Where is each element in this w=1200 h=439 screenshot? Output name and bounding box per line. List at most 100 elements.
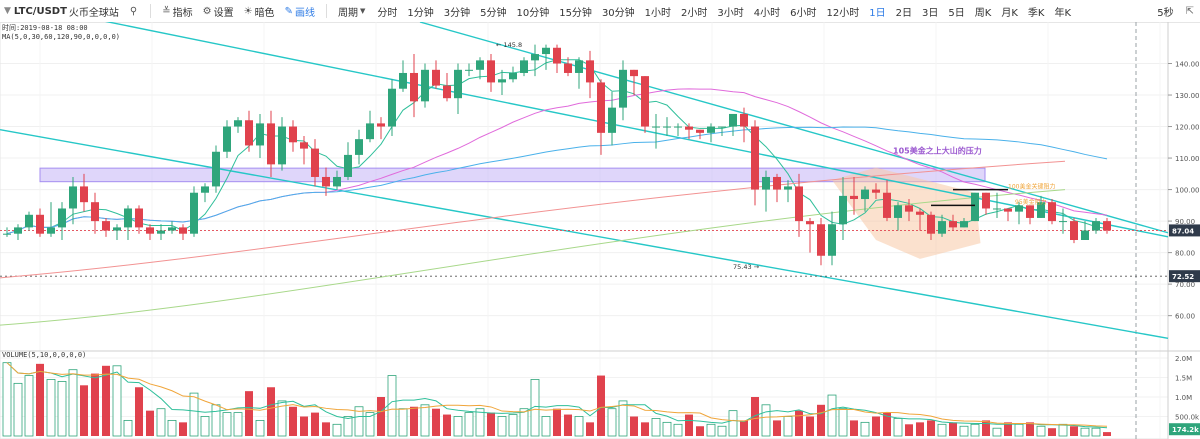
candle-body — [344, 154, 352, 177]
candle-body — [619, 69, 627, 108]
candle-body — [421, 69, 429, 102]
candle-body — [938, 221, 946, 234]
interval-5[interactable]: 15分钟 — [559, 7, 592, 19]
interval-18[interactable]: 月K — [1001, 7, 1018, 19]
volume-bar — [365, 412, 375, 437]
volume-bar — [982, 420, 990, 436]
interval-13[interactable]: 1日 — [869, 7, 886, 19]
interval-6[interactable]: 30分钟 — [601, 7, 635, 19]
volume-tick-label: 2.0M — [1175, 355, 1192, 363]
annotation-level95: 95美金阻力 — [1015, 198, 1047, 206]
volume-bar — [1036, 425, 1046, 437]
volume-bar — [156, 408, 166, 437]
volume-bar — [24, 375, 34, 437]
candle-body — [124, 208, 132, 228]
max-price-label: ← 145.8 — [496, 41, 522, 49]
volume-bar — [311, 412, 319, 436]
candle-body — [69, 186, 77, 209]
candle-body — [784, 186, 792, 190]
volume-bar — [102, 365, 110, 436]
symbol-selector[interactable]: ▼ LTC/USDT 火币全球站 — [0, 4, 125, 19]
candle-body — [773, 176, 781, 190]
volume-bar — [905, 424, 913, 436]
toolbar-divider — [150, 4, 152, 18]
volume-bar — [179, 422, 187, 436]
candle-body — [707, 126, 715, 133]
interval-2[interactable]: 3分钟 — [443, 7, 471, 19]
candle-body — [894, 205, 902, 218]
volume-bar — [773, 420, 781, 436]
dashed-level-tag: 72.52 — [1172, 273, 1194, 281]
interval-list: 分时 1分钟 3分钟 5分钟 10分钟 15分钟 30分钟 1小时 2小时 3小时 4小时 6小时 12… — [372, 4, 1076, 19]
volume-bar — [387, 375, 397, 437]
volume-bar — [937, 423, 947, 437]
candle-body — [916, 211, 924, 215]
interval-16[interactable]: 5日 — [948, 7, 965, 19]
y-tick-label: 60.00 — [1175, 313, 1195, 321]
volume-bar — [761, 404, 771, 437]
candle-body — [377, 123, 385, 127]
interval-8[interactable]: 2小时 — [681, 7, 708, 19]
interval-1[interactable]: 1分钟 — [407, 7, 434, 19]
volume-bar — [146, 410, 154, 436]
info-time: 时间:2019-08-18 08:00 — [2, 23, 88, 32]
refresh-countdown[interactable]: 5秒 — [1157, 7, 1174, 19]
candle-body — [1059, 221, 1067, 223]
fullscreen-icon[interactable]: ⇱ — [1185, 5, 1194, 17]
period-dropdown[interactable]: 周期 ▼ — [333, 4, 372, 19]
interval-4[interactable]: 10分钟 — [516, 7, 550, 19]
candle-body — [696, 129, 704, 133]
interval-3[interactable]: 5分钟 — [480, 7, 507, 19]
candlestick-chart[interactable]: 105美金之上大山的压力 100美金关键阻力 95美金阻力 ← 145.8 75.43 … — [0, 22, 1200, 439]
draw-button[interactable]: ✎ 画线 — [280, 4, 320, 19]
volume-bar — [2, 362, 12, 437]
candle-body — [36, 214, 44, 234]
interval-10[interactable]: 4小时 — [753, 7, 781, 19]
candle-body — [465, 69, 473, 71]
interval-9[interactable]: 3小时 — [717, 7, 744, 19]
volume-bar — [453, 416, 463, 437]
theme-button[interactable]: ☀ 暗色 — [239, 4, 280, 19]
candle-body — [905, 205, 913, 212]
candle-body — [91, 202, 99, 222]
volume-bar — [783, 416, 793, 437]
search-button[interactable]: ⚲ — [125, 6, 144, 17]
sun-icon: ☀ — [243, 5, 253, 17]
dropdown-icon: ▼ — [4, 6, 11, 16]
indicator-button[interactable]: ≚ 指标 — [157, 4, 197, 19]
volume-bar — [795, 410, 803, 436]
volume-bar — [630, 416, 638, 436]
interval-0[interactable]: 分时 — [377, 7, 398, 19]
candle-body — [47, 227, 55, 234]
interval-15[interactable]: 3日 — [922, 7, 939, 19]
interval-19[interactable]: 季K — [1027, 7, 1045, 19]
volume-bar — [267, 387, 275, 436]
candle-body — [3, 233, 11, 235]
period-label: 周期 — [337, 7, 358, 19]
candle-body — [949, 221, 957, 228]
candle-body — [135, 208, 143, 228]
volume-bar — [1070, 426, 1078, 436]
candle-body — [14, 227, 22, 234]
volume-bar — [597, 375, 605, 436]
volume-bar — [508, 414, 518, 437]
volume-bar — [860, 421, 870, 437]
candle-body — [531, 54, 539, 61]
annotation-zone: 105美金之上大山的压力 — [893, 145, 982, 155]
interval-11[interactable]: 6小时 — [790, 7, 817, 19]
interval-12[interactable]: 12小时 — [826, 7, 860, 19]
interval-14[interactable]: 2日 — [895, 7, 913, 19]
y-tick-label: 120.00 — [1175, 124, 1200, 132]
volume-bar — [322, 422, 330, 436]
volume-bar — [1004, 422, 1012, 436]
y-tick-label: 70.00 — [1175, 281, 1195, 289]
candle-body — [1081, 230, 1089, 240]
candle-body — [795, 186, 803, 222]
settings-button[interactable]: ⚙ 设置 — [198, 4, 239, 19]
interval-7[interactable]: 1小时 — [644, 7, 672, 19]
y-tick-label: 90.00 — [1175, 218, 1195, 226]
settings-label: 设置 — [213, 7, 234, 19]
interval-17[interactable]: 周K — [974, 7, 992, 19]
candle-body — [25, 214, 33, 228]
interval-20[interactable]: 年K — [1054, 7, 1072, 19]
